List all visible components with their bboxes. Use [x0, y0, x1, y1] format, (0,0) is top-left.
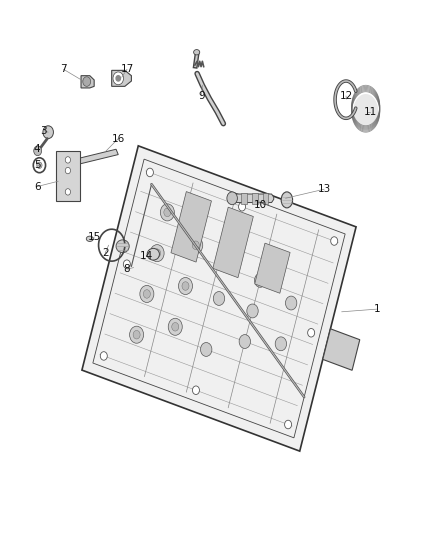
Circle shape [37, 162, 42, 168]
Circle shape [65, 189, 71, 195]
Circle shape [140, 285, 154, 302]
Circle shape [285, 420, 292, 429]
Ellipse shape [281, 192, 293, 208]
Circle shape [100, 352, 107, 360]
Polygon shape [82, 146, 356, 451]
Polygon shape [68, 149, 118, 166]
Text: 10: 10 [254, 200, 267, 210]
Polygon shape [252, 193, 258, 204]
Text: 6: 6 [34, 182, 41, 191]
Circle shape [150, 245, 164, 262]
Circle shape [192, 241, 199, 249]
Text: 4: 4 [34, 144, 41, 154]
Polygon shape [354, 95, 378, 129]
Text: 3: 3 [40, 126, 47, 135]
Circle shape [254, 273, 266, 287]
Circle shape [275, 337, 286, 351]
Circle shape [34, 146, 42, 156]
Circle shape [113, 72, 124, 85]
Circle shape [83, 77, 91, 86]
Circle shape [172, 322, 179, 331]
Polygon shape [81, 76, 94, 88]
Circle shape [307, 328, 314, 337]
Circle shape [239, 203, 246, 211]
Circle shape [168, 318, 182, 335]
Polygon shape [263, 193, 268, 204]
Circle shape [65, 167, 71, 174]
Text: 11: 11 [364, 107, 377, 117]
Circle shape [286, 296, 297, 310]
Circle shape [189, 237, 203, 254]
Polygon shape [171, 191, 212, 262]
Circle shape [130, 326, 144, 343]
Circle shape [124, 260, 131, 269]
Circle shape [33, 158, 46, 173]
Text: 1: 1 [373, 304, 380, 314]
Circle shape [227, 192, 237, 205]
Polygon shape [241, 193, 247, 204]
Circle shape [239, 335, 251, 349]
Circle shape [192, 386, 199, 394]
Circle shape [164, 208, 171, 216]
Polygon shape [213, 207, 253, 278]
Circle shape [178, 278, 192, 295]
Circle shape [143, 289, 150, 298]
Polygon shape [232, 194, 274, 203]
Ellipse shape [116, 240, 129, 253]
Polygon shape [56, 150, 80, 201]
Ellipse shape [194, 50, 200, 55]
Circle shape [226, 240, 237, 254]
Text: 5: 5 [34, 160, 41, 170]
Circle shape [154, 249, 161, 257]
Circle shape [43, 126, 53, 139]
Text: 14: 14 [140, 251, 153, 261]
Text: 2: 2 [102, 248, 109, 258]
Text: 12: 12 [339, 91, 353, 101]
Text: 9: 9 [198, 91, 205, 101]
Text: 17: 17 [120, 64, 134, 74]
Text: 15: 15 [88, 232, 101, 242]
Polygon shape [255, 243, 290, 293]
Ellipse shape [86, 236, 93, 241]
Circle shape [133, 330, 140, 339]
Circle shape [201, 343, 212, 357]
Circle shape [146, 168, 153, 177]
Circle shape [65, 157, 71, 163]
Circle shape [247, 304, 258, 318]
Circle shape [213, 292, 225, 305]
Ellipse shape [147, 248, 159, 260]
Polygon shape [323, 329, 360, 370]
Circle shape [160, 204, 174, 221]
Circle shape [182, 282, 189, 290]
Text: 7: 7 [60, 64, 67, 74]
Circle shape [116, 76, 120, 81]
Circle shape [331, 237, 338, 245]
Text: 8: 8 [124, 264, 131, 274]
Text: 16: 16 [112, 134, 125, 143]
Text: 13: 13 [318, 184, 331, 194]
Polygon shape [112, 70, 131, 86]
